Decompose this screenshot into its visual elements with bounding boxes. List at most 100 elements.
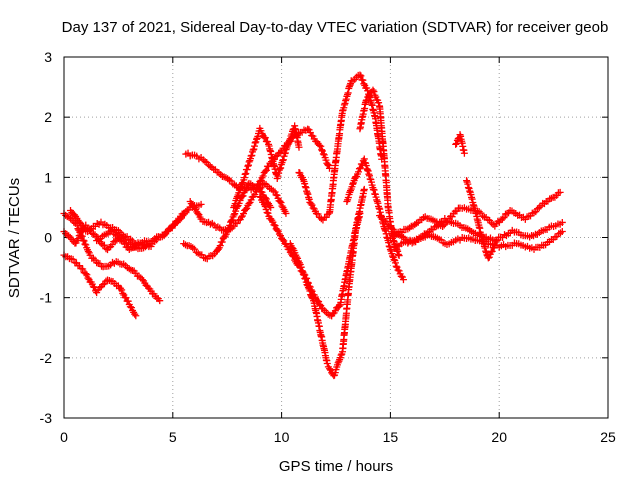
data-point xyxy=(452,140,460,148)
x-tick-label: 20 xyxy=(491,429,507,445)
data-point xyxy=(75,218,83,226)
data-point xyxy=(279,156,287,164)
data-point xyxy=(331,369,339,377)
data-point xyxy=(65,213,73,221)
series-track-1 xyxy=(60,251,140,320)
series-track-13 xyxy=(343,155,407,284)
data-point xyxy=(132,312,140,320)
data-point xyxy=(344,194,352,202)
data-point xyxy=(273,226,281,234)
data-point xyxy=(96,284,104,292)
data-point xyxy=(194,209,202,217)
data-point xyxy=(264,209,272,217)
data-point xyxy=(84,274,92,282)
data-point xyxy=(535,204,543,212)
data-point xyxy=(334,359,342,367)
data-point xyxy=(82,270,90,278)
data-point xyxy=(230,211,238,219)
data-point xyxy=(389,252,397,260)
data-point xyxy=(70,211,78,219)
chart-title: Day 137 of 2021, Sidereal Day-to-day VTE… xyxy=(62,19,609,36)
data-point xyxy=(293,253,301,261)
data-point xyxy=(97,240,105,248)
data-point xyxy=(228,216,236,224)
data-point xyxy=(156,297,164,305)
data-point xyxy=(131,310,139,318)
data-point xyxy=(261,167,269,175)
data-point xyxy=(530,209,538,217)
data-point xyxy=(271,222,279,230)
data-point xyxy=(317,215,325,223)
data-point xyxy=(263,208,271,216)
series-track-2 xyxy=(60,210,164,305)
series-track-5 xyxy=(93,200,205,253)
data-point xyxy=(99,281,107,289)
data-point xyxy=(322,156,330,164)
data-point xyxy=(259,172,267,180)
data-point xyxy=(84,248,92,256)
data-point xyxy=(317,142,325,150)
data-point xyxy=(399,276,407,284)
data-point xyxy=(236,186,244,194)
data-point xyxy=(277,164,285,172)
data-point xyxy=(362,162,370,170)
data-point xyxy=(364,166,372,174)
data-point xyxy=(391,259,399,267)
data-point xyxy=(249,146,257,154)
data-point xyxy=(364,167,372,175)
data-point xyxy=(240,210,248,218)
data-point xyxy=(305,195,313,203)
data-point xyxy=(86,251,94,259)
data-point xyxy=(386,246,394,254)
data-point xyxy=(335,302,343,310)
data-point xyxy=(439,222,447,230)
data-point xyxy=(118,286,126,294)
data-point xyxy=(243,204,251,212)
data-point xyxy=(302,184,310,192)
series-track-6 xyxy=(180,179,275,263)
data-point xyxy=(274,172,282,180)
data-point xyxy=(349,180,357,188)
data-point xyxy=(307,200,315,208)
x-tick-label: 15 xyxy=(383,429,399,445)
y-tick-label: -3 xyxy=(40,410,53,426)
data-point xyxy=(248,151,256,159)
data-point xyxy=(65,232,73,240)
data-point xyxy=(375,99,383,107)
data-point xyxy=(500,214,508,222)
data-point xyxy=(369,86,377,94)
data-point xyxy=(250,142,258,150)
data-point xyxy=(282,209,290,217)
data-point xyxy=(285,138,293,146)
data-point xyxy=(394,266,402,274)
data-point xyxy=(337,351,345,359)
series-track-8 xyxy=(182,125,333,194)
data-point xyxy=(243,166,251,174)
data-point xyxy=(394,250,402,258)
data-point xyxy=(314,210,322,218)
data-point xyxy=(370,88,378,96)
data-point xyxy=(395,252,403,260)
data-point xyxy=(303,187,311,195)
data-point xyxy=(241,170,249,178)
data-point xyxy=(324,161,332,169)
data-point xyxy=(165,225,173,233)
series-track-7 xyxy=(186,179,290,235)
data-point xyxy=(442,219,450,227)
x-tick-label: 5 xyxy=(169,429,177,445)
data-point xyxy=(277,199,285,207)
data-point xyxy=(365,170,373,178)
data-point xyxy=(460,149,468,157)
plot-frame xyxy=(63,56,609,419)
data-point xyxy=(558,227,566,235)
data-point xyxy=(380,216,388,224)
data-point xyxy=(304,279,312,287)
series-track-10 xyxy=(295,71,386,224)
data-point xyxy=(373,196,381,204)
data-point xyxy=(365,92,373,100)
data-point xyxy=(275,230,283,238)
data-point xyxy=(478,232,486,240)
data-point xyxy=(481,244,489,252)
data-point xyxy=(354,168,362,176)
